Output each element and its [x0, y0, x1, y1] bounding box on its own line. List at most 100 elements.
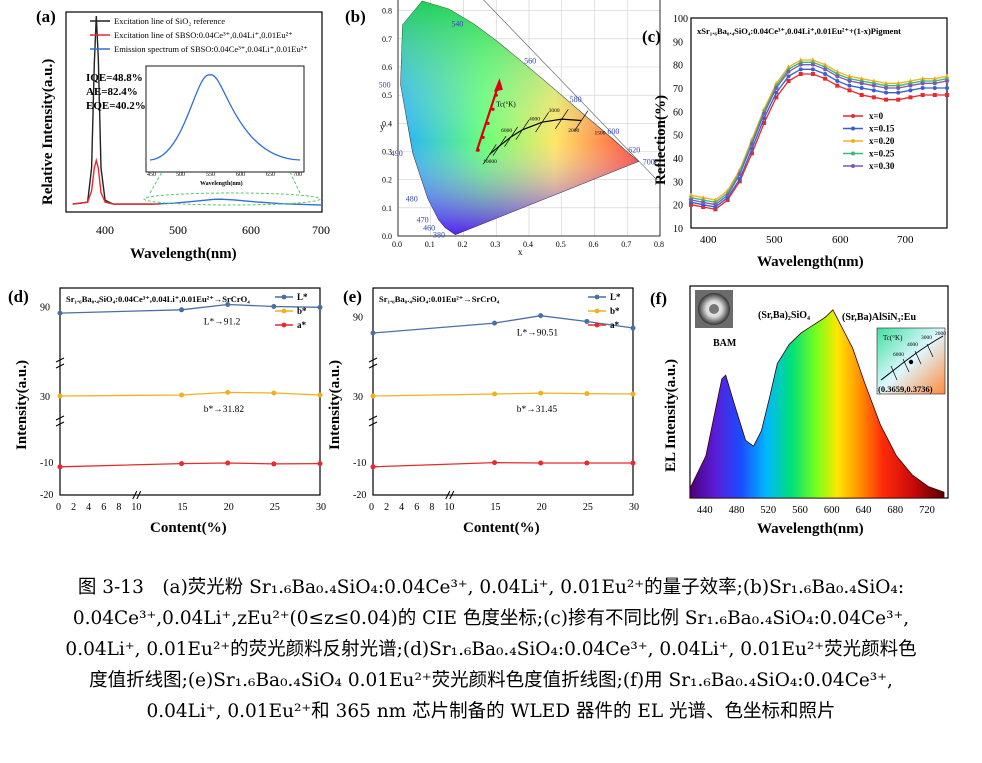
caption-line: 度值折线图;(e)Sr₁.₆Ba₀.₄SiO₄ 0.01Eu²⁺荧光颜料色度值折…	[89, 670, 893, 691]
x-ticks: 0.0 0.1 0.2 0.3 0.4 0.5 0.6 0.7 0.8	[392, 240, 664, 249]
x-tick: 600	[832, 234, 849, 246]
chart-title: Sr₁.₆Ba₀.₄SiO₄:0.01Eu²⁺→SrCrO₄	[379, 294, 500, 304]
inset-tick: 600	[236, 172, 245, 178]
series-marker	[584, 391, 590, 397]
legend-marker	[281, 322, 287, 328]
y-tick: 80	[673, 61, 683, 72]
y-tick: -10	[40, 458, 53, 469]
axis-break	[132, 490, 142, 500]
legend-marker	[281, 308, 287, 314]
wavelength-label: 380	[433, 231, 445, 240]
series-marker	[370, 330, 376, 336]
legend-item: x=0.20	[869, 136, 895, 146]
series-marker	[945, 93, 949, 97]
series-marker	[225, 460, 231, 466]
series-marker	[179, 392, 185, 398]
y-axis-label: y	[380, 122, 385, 132]
sample-point	[491, 107, 495, 111]
series-marker	[774, 95, 779, 100]
y-ticks: 10 20 30 40 50 60 70 80 90 100	[673, 14, 688, 235]
chart-title: Sr₁.₆Ba₀.₄SiO₄:0.04Ce³⁺,0.04Li⁺,0.01Eu²⁺…	[66, 294, 250, 304]
series-marker	[271, 461, 277, 467]
series-marker	[835, 79, 840, 83]
series-marker	[749, 151, 754, 156]
inset-tick: 500	[176, 172, 185, 178]
legend-marker	[594, 322, 600, 328]
inset-frame	[145, 65, 305, 173]
y-tick: 0.3	[382, 148, 392, 157]
x-tick: 8	[429, 502, 434, 513]
metric-iqe: IQE=48.8%	[86, 72, 143, 84]
inset-tick: 550	[206, 172, 215, 178]
series-marker	[847, 83, 852, 88]
x-axis-label: Wavelength(nm)	[130, 246, 237, 262]
y-tick: 0.8	[382, 7, 392, 16]
series-marker	[884, 97, 889, 102]
x-tick: 0.4	[523, 240, 533, 249]
series-marker	[932, 81, 937, 86]
x-tick: 20	[537, 502, 547, 513]
wavelength-label: 560	[524, 56, 536, 65]
y-axis-label: Reflection(%)	[653, 95, 669, 185]
series-line	[72, 15, 154, 205]
legend-item: x=0.25	[869, 149, 895, 159]
y-axis-label: EL Intensity(a.u.)	[663, 359, 679, 472]
series-marker	[737, 172, 742, 177]
series-marker	[884, 86, 889, 90]
annotation-b: b*→31.82	[204, 405, 245, 415]
inset-tc-label: Tc(°K)	[883, 334, 903, 342]
series-marker	[492, 460, 498, 466]
series-marker	[859, 93, 864, 97]
series-marker	[701, 200, 706, 205]
series-line	[690, 61, 948, 203]
chart-e-svg: (e) Sr₁.₆Ba₀.₄SiO₄:0.01Eu²⁺→SrCrO₄ L* b* a* L…	[327, 287, 639, 536]
series-marker	[932, 93, 937, 97]
metric-eqe: EQE=40.2%	[86, 100, 146, 112]
series-marker	[871, 83, 876, 88]
cie-gamut-overlay	[400, 1, 639, 235]
series-marker	[630, 460, 636, 466]
series-marker	[762, 121, 767, 125]
series-marker	[725, 193, 730, 198]
series-marker	[896, 97, 901, 102]
x-tick: 0.3	[490, 240, 500, 249]
figure-caption: 图 3-13 (a)荧光粉 Sr₁.₆Ba₀.₄SiO₄:0.04Ce³⁺, 0…	[0, 572, 982, 727]
series-marker	[896, 86, 901, 90]
series-line	[690, 68, 947, 208]
series-marker	[317, 304, 323, 310]
legend-item: a*	[610, 320, 620, 330]
panel-letter: (b)	[345, 7, 366, 26]
y-tick: 10	[673, 224, 683, 235]
series-marker	[945, 86, 949, 90]
chart-f-svg: (f) BAM (Sr,Ba)₂SiO₄ (Sr,Ba)AlSiN₃:Eu Tc…	[650, 285, 949, 537]
annotation-b: b*→31.45	[517, 405, 558, 415]
x-tick: 10	[131, 502, 141, 513]
x-tick: 680	[887, 505, 903, 516]
metric-ae: AE=82.4%	[86, 86, 138, 98]
x-axis-label: x	[518, 247, 523, 257]
caption-line: 0.04Li⁺, 0.01Eu²⁺和 365 nm 芯片制备的 WLED 器件的…	[146, 701, 836, 722]
inset-tick: 3000	[921, 335, 932, 341]
series-marker	[317, 461, 323, 467]
inset-tick: 450	[147, 172, 156, 178]
legend-marker	[851, 139, 855, 143]
series-marker	[810, 62, 815, 67]
legend-item: x=0.30	[869, 161, 895, 171]
x-tick: 0	[56, 502, 61, 513]
series-marker	[932, 76, 938, 81]
chart-a-svg: (a) Excitation line of SiO₂ reference Ex…	[36, 7, 330, 262]
inset-tick: 2000	[935, 331, 946, 337]
x-tick: 440	[697, 505, 713, 516]
y-tick: 0.2	[382, 176, 392, 185]
series-marker	[896, 90, 901, 95]
y-tick: 0.6	[382, 63, 392, 72]
plot-frame	[690, 17, 948, 229]
wavelength-label: 490	[391, 149, 403, 158]
series-line	[690, 59, 948, 201]
wavelength-label: 620	[628, 145, 640, 154]
x-axis-label: Content(%)	[150, 520, 227, 536]
series-marker	[920, 86, 925, 90]
series-marker	[492, 320, 498, 326]
x-tick: 600	[824, 505, 840, 516]
legend-marker	[594, 294, 600, 300]
